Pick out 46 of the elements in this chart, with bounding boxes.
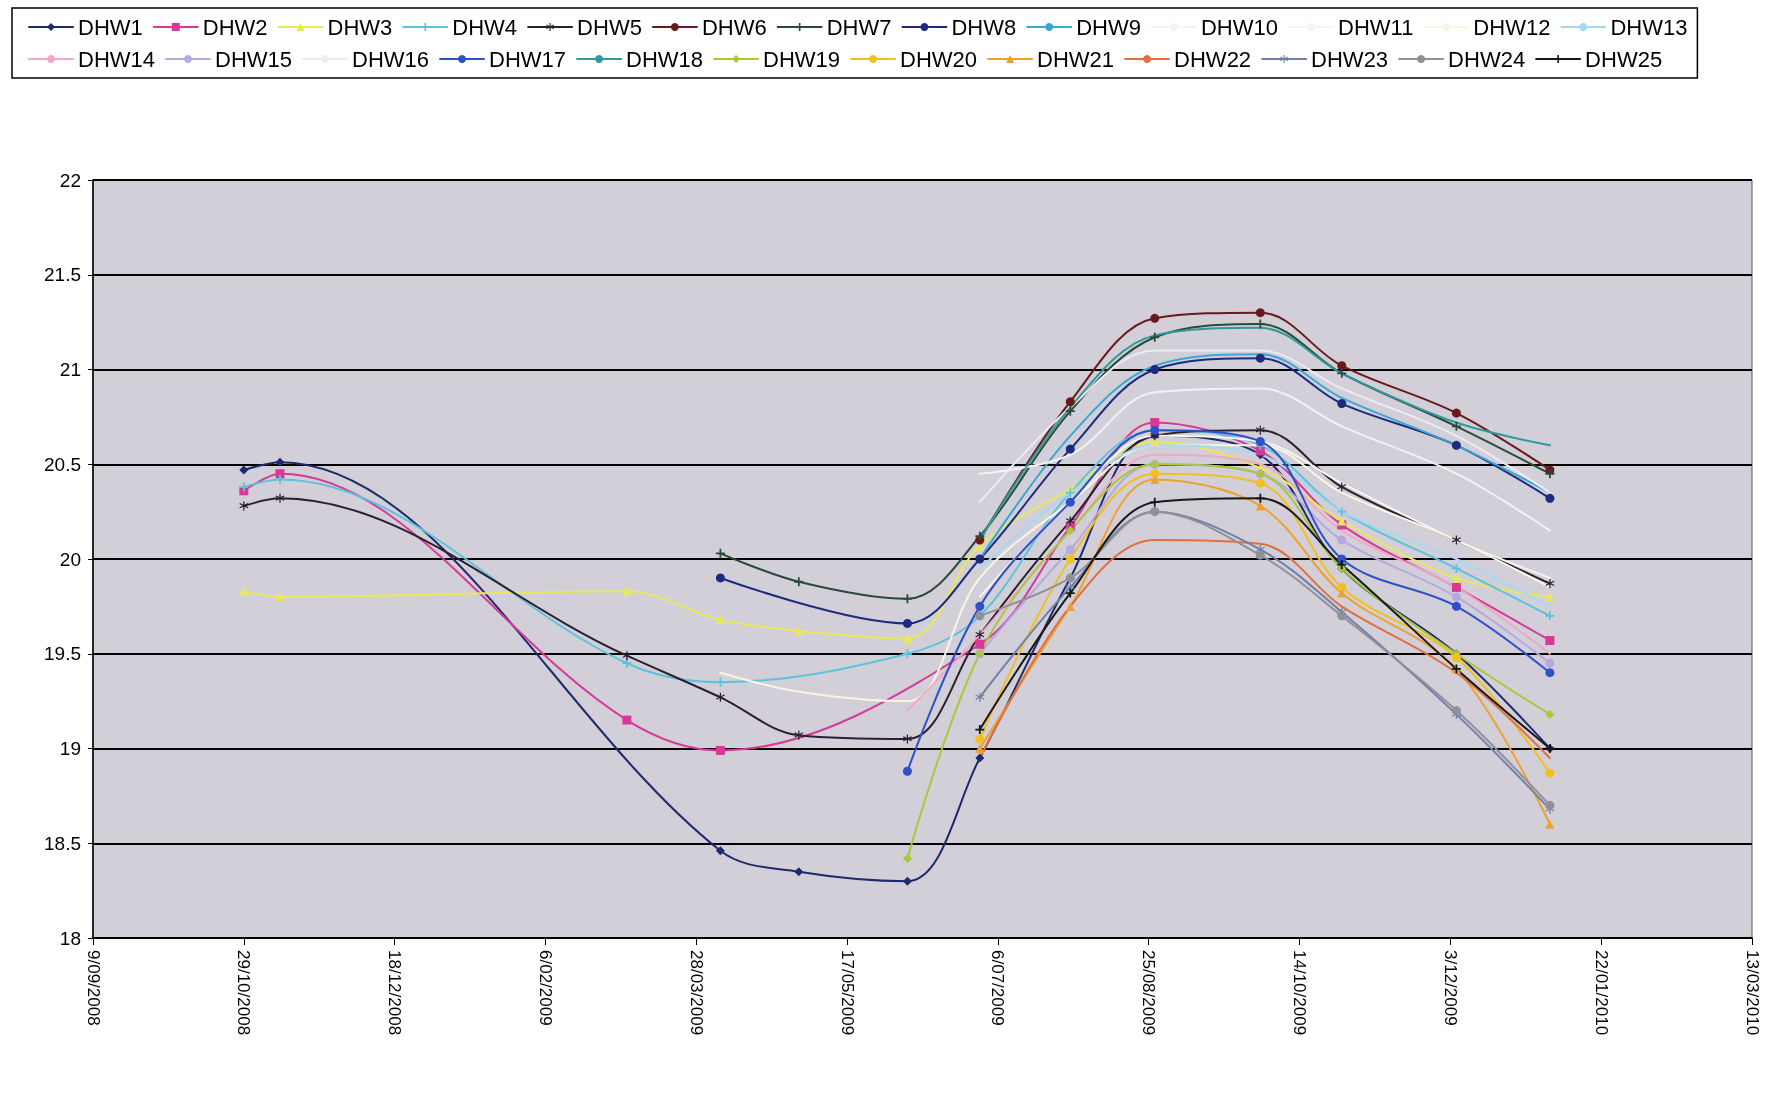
y-tick-label: 22 bbox=[59, 169, 81, 191]
x-tick-label: 17/05/2009 bbox=[837, 950, 857, 1036]
y-tick-label: 20.5 bbox=[44, 453, 81, 475]
y-tick-label: 18.5 bbox=[44, 832, 81, 854]
legend-label: DHW25 bbox=[1585, 46, 1663, 72]
y-tick-label: 19 bbox=[59, 738, 81, 759]
x-tick-label: 13/03/2010 bbox=[1742, 950, 1762, 1036]
x-tick-label: 25/08/2009 bbox=[1139, 950, 1159, 1036]
legend-label: DHW3 bbox=[327, 14, 393, 40]
legend-label: DHW12 bbox=[1473, 14, 1551, 40]
legend-label: DHW21 bbox=[1037, 46, 1115, 72]
legend-label: DHW1 bbox=[78, 14, 143, 40]
legend-label: DHW13 bbox=[1610, 14, 1688, 40]
x-tick-label: 6/02/2009 bbox=[535, 950, 555, 1026]
x-tick-label: 22/01/2010 bbox=[1591, 950, 1611, 1036]
legend-label: DHW7 bbox=[826, 14, 892, 40]
legend-label: DHW17 bbox=[489, 46, 567, 72]
legend-label: DHW14 bbox=[78, 46, 156, 72]
legend-label: DHW15 bbox=[215, 46, 293, 72]
legend-label: DHW16 bbox=[352, 46, 430, 72]
y-tick-label: 20 bbox=[59, 548, 81, 570]
x-tick-label: 29/10/2008 bbox=[234, 950, 254, 1036]
legend-label: DHW22 bbox=[1174, 46, 1252, 72]
legend-label: DHW9 bbox=[1076, 14, 1141, 40]
legend-label: DHW5 bbox=[577, 14, 642, 40]
legend-label: DHW19 bbox=[763, 46, 841, 72]
y-tick-label: 21.5 bbox=[44, 264, 81, 286]
legend-label: DHW8 bbox=[951, 14, 1017, 40]
legend-label: DHW10 bbox=[1200, 14, 1278, 40]
legend-label: DHW23 bbox=[1311, 46, 1389, 72]
legend-label: DHW6 bbox=[701, 14, 767, 40]
legend-label: DHW18 bbox=[626, 46, 704, 72]
legend-label: DHW11 bbox=[1337, 14, 1414, 40]
legend-label: DHW2 bbox=[202, 14, 268, 40]
x-tick-label: 18/12/2008 bbox=[385, 950, 405, 1036]
legend-label: DHW20 bbox=[900, 46, 978, 72]
x-tick-label: 3/12/2009 bbox=[1440, 950, 1460, 1026]
y-tick-label: 19.5 bbox=[44, 643, 81, 665]
x-tick-label: 28/03/2009 bbox=[686, 950, 706, 1036]
x-tick-label: 14/10/2009 bbox=[1290, 950, 1310, 1036]
x-tick-label: 6/07/2009 bbox=[988, 950, 1008, 1026]
legend-label: DHW4 bbox=[452, 14, 518, 40]
y-tick-label: 18 bbox=[59, 927, 81, 949]
y-tick-label: 21 bbox=[59, 359, 81, 380]
legend-label: DHW24 bbox=[1448, 46, 1526, 72]
x-tick-label: 9/09/2008 bbox=[83, 950, 103, 1026]
